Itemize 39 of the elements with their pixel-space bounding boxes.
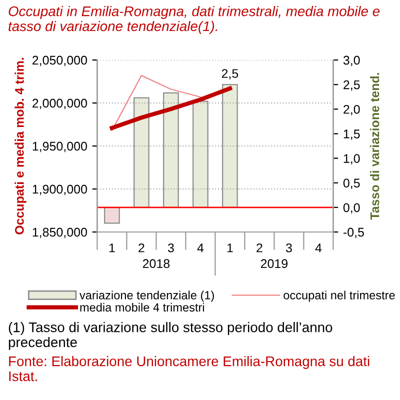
y2-tick-label: 1,5	[344, 130, 360, 140]
bar	[134, 97, 150, 208]
y-tick-label: 1,850,000	[32, 228, 87, 238]
line-series	[110, 86, 232, 130]
legend-label: variazione tendenziale (1)	[80, 290, 214, 302]
y2-tick-label: 1,0	[344, 154, 360, 164]
x-tick-label: 2	[138, 243, 144, 252]
x-tick-label: 3	[286, 243, 292, 252]
source-note: Fonte: Elaborazione Unioncamere Emilia-Romagna su dati Istat.	[9, 356, 370, 382]
bar	[192, 100, 208, 208]
legend-label: media mobile 4 trimestri	[80, 302, 204, 312]
y2-tick-label: 3,0	[343, 56, 360, 66]
legend-label: occupati nel trimestre	[284, 290, 395, 302]
y-tick-label: 1,900,000	[32, 184, 87, 196]
x-tick-label: 1	[227, 244, 233, 252]
x-tick-label: 4	[197, 244, 204, 252]
chart-title: Occupati in Emilia-Romagna, dati trimestrali, media mobile e tasso di variazione tendenziale(1).	[8, 6, 380, 34]
x-tick-label: 3	[168, 243, 174, 252]
y2-tick-label: -0,5	[343, 228, 364, 238]
x-tick-label: 1	[109, 244, 115, 252]
bar	[104, 206, 120, 224]
y-tick-label: 2,000,000	[32, 98, 87, 110]
x-tick-label: 2	[256, 243, 262, 252]
y2-tick-label: 2,5	[344, 80, 360, 91]
y-axis-title: Occupati e media mob. 4 trim.	[14, 58, 26, 234]
text: 2018	[142, 259, 170, 268]
text: (1) Tasso di variazione sullo stesso periodo dell’anno precedente	[8, 322, 332, 350]
y2-axis-title: Tasso di variazione tend.	[370, 72, 380, 220]
bar	[222, 84, 238, 208]
y2-tick-label: 0,5	[343, 178, 360, 189]
text: 2019	[260, 259, 288, 268]
bar	[163, 92, 179, 208]
line-series	[111, 74, 202, 132]
data-label: 2,5	[222, 69, 238, 80]
y2-tick-label: 2,0	[344, 104, 360, 116]
y-tick-label: 2,050,000	[32, 56, 87, 66]
y-tick-label: 1,950,000	[32, 142, 87, 152]
x-tick-label: 4	[315, 244, 322, 252]
y2-tick-label: 0,0	[343, 203, 360, 214]
